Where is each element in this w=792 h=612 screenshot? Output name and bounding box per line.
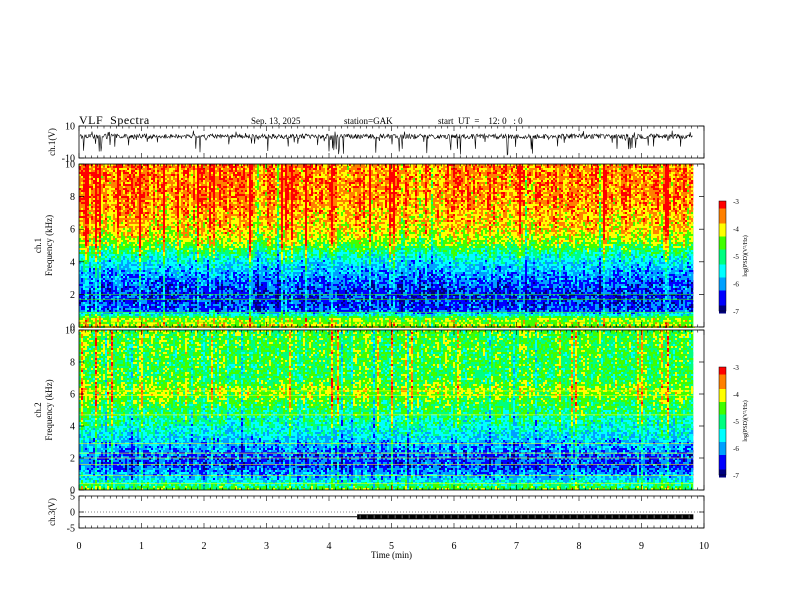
ch1-tick-label: 10 xyxy=(65,122,75,133)
ch1-waveform-trace xyxy=(80,131,693,155)
ch2-colorbar-tick: -4 xyxy=(733,391,739,399)
ch3-step-block xyxy=(357,514,693,519)
ch1-colorbar-tick: -4 xyxy=(733,226,739,234)
ch3-tick-label: 5 xyxy=(70,492,75,503)
ch1-spectrogram xyxy=(79,164,695,328)
x-tick-label: 4 xyxy=(327,541,332,552)
x-tick-label: 7 xyxy=(514,541,519,552)
ch1-colorbar-label: log(PSD)(V²/Hz) xyxy=(742,235,749,276)
chart-svg: 10-10ch.1(V)0246810ch.1 Frequency (kHz)-3… xyxy=(0,0,792,612)
ch3-tick-label: 0 xyxy=(70,508,75,519)
x-tick-label: 6 xyxy=(452,541,457,552)
ch1-colorbar-tick: -7 xyxy=(733,308,739,316)
ch2-colorbar-tick: -3 xyxy=(733,364,739,372)
ch3-tick-label: -5 xyxy=(67,524,75,535)
ch2-tick-label: 8 xyxy=(70,358,75,369)
ch2-ylabel: ch.2 Frequency (kHz) xyxy=(33,379,54,440)
x-tick-label: 10 xyxy=(699,541,709,552)
x-tick-label: 2 xyxy=(202,541,207,552)
ch2-colorbar-tick: -7 xyxy=(733,472,739,480)
x-tick-label: 1 xyxy=(139,541,144,552)
ch2-colorbar xyxy=(719,367,726,477)
ch3-ylabel: ch.3(V) xyxy=(47,498,57,526)
ch1-ylabel: ch.1(V) xyxy=(47,128,57,156)
ch1-tick-label: 4 xyxy=(70,257,75,268)
ch1-tick-label: 6 xyxy=(70,225,75,236)
x-tick-label: 9 xyxy=(639,541,644,552)
ch2-blank-tail xyxy=(693,330,704,490)
ch1-ylabel: ch.1 Frequency (kHz) xyxy=(33,215,54,276)
ch1-tick-label: 2 xyxy=(70,290,75,301)
x-tick-label: 3 xyxy=(264,541,269,552)
ch1-colorbar-tick: -5 xyxy=(733,253,739,261)
ch2-colorbar-tick: -6 xyxy=(733,445,739,453)
ch1-colorbar-tick: -6 xyxy=(733,281,739,289)
vlf-spectra-figure: VLF Spectra Sep. 13, 2025 station=GAK st… xyxy=(0,0,792,612)
ch2-spectrogram xyxy=(79,330,695,490)
ch1-tick-label: 8 xyxy=(70,192,75,203)
svg-text:ch.1(V): ch.1(V) xyxy=(47,128,57,156)
ch2-tick-label: 4 xyxy=(70,422,75,433)
ch1-colorbar-tick: -3 xyxy=(733,198,739,206)
ch1-colorbar xyxy=(719,201,726,313)
x-tick-label: 0 xyxy=(77,541,82,552)
x-tick-label: 8 xyxy=(577,541,582,552)
ch1-blank-tail xyxy=(693,164,704,327)
ch2-tick-label: 6 xyxy=(70,390,75,401)
ch1-tick-label: 10 xyxy=(65,160,75,171)
ch2-colorbar-tick: -5 xyxy=(733,418,739,426)
ch2-tick-label: 2 xyxy=(70,454,75,465)
x-axis-label: Time (min) xyxy=(371,550,412,560)
ch2-tick-label: 10 xyxy=(65,326,75,337)
ch2-colorbar-label: log(PSD)(V²/Hz) xyxy=(742,400,749,441)
